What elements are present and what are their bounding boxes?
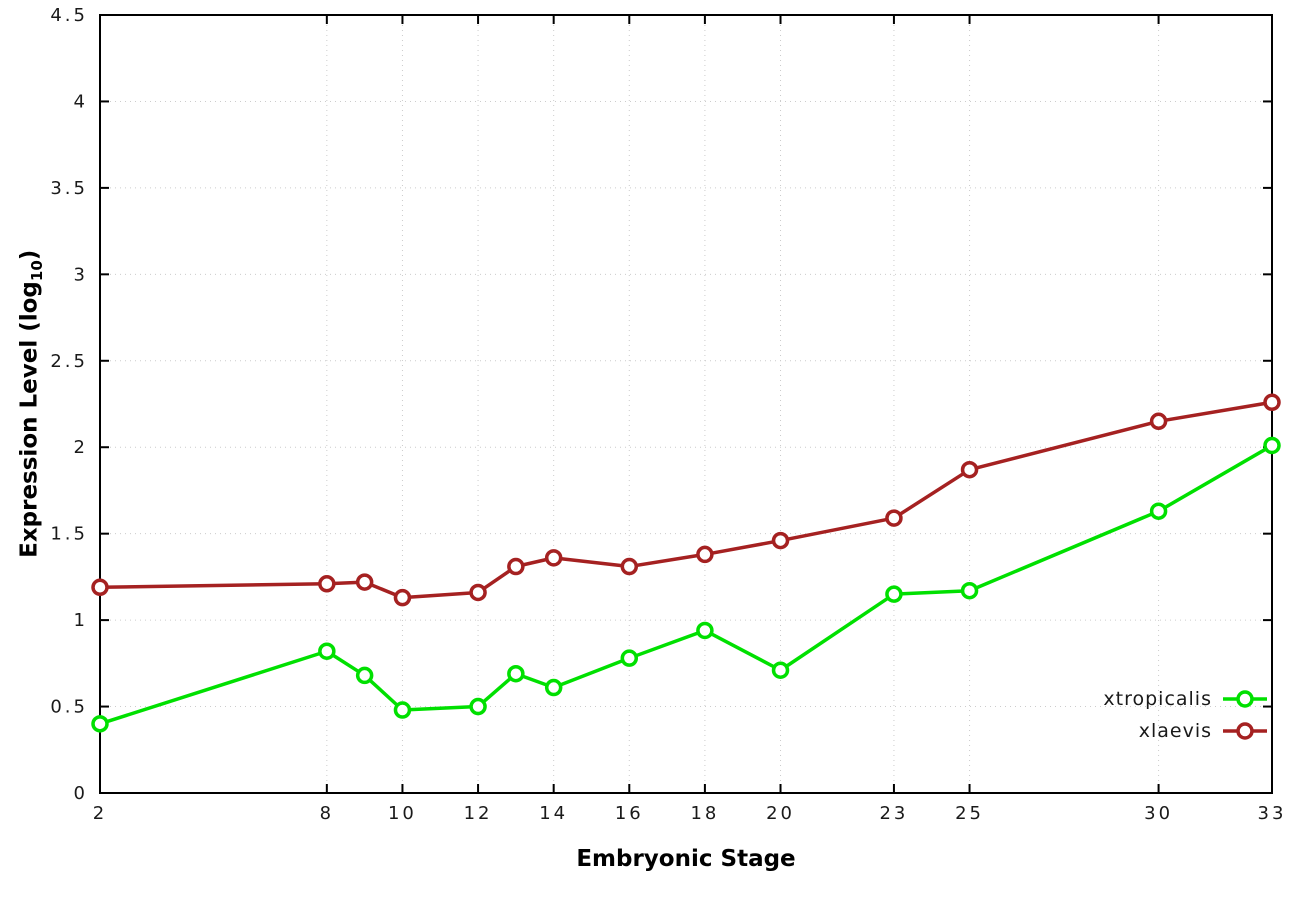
legend-item-xlaevis: xlaevis bbox=[1103, 718, 1268, 744]
data-point-xtropicalis bbox=[1263, 436, 1281, 455]
x-tick-label: 2 bbox=[93, 803, 107, 824]
y-axis-label-prefix: Expression Level (log bbox=[16, 281, 43, 559]
x-tick-label: 20 bbox=[766, 803, 795, 824]
data-point-xlaevis bbox=[318, 575, 336, 593]
legend: xtropicalis xlaevis bbox=[1103, 686, 1268, 744]
data-point-xlaevis bbox=[620, 557, 639, 576]
data-point-xtropicalis bbox=[355, 666, 374, 685]
plot-border bbox=[99, 14, 1273, 794]
data-point-xtropicalis bbox=[318, 642, 336, 660]
data-point-xlaevis bbox=[393, 588, 412, 607]
y-tick-label: 3.5 bbox=[50, 178, 88, 199]
data-point-xlaevis bbox=[507, 557, 525, 576]
x-tick-label: 16 bbox=[615, 803, 644, 824]
x-tick-label: 23 bbox=[879, 803, 908, 824]
x-tick-label: 33 bbox=[1258, 803, 1287, 824]
y-tick-label: 1.5 bbox=[50, 524, 88, 545]
y-tick-label: 4 bbox=[74, 91, 88, 112]
data-point-xlaevis bbox=[1263, 393, 1281, 412]
data-point-xlaevis bbox=[355, 573, 374, 591]
legend-label-xlaevis: xlaevis bbox=[1138, 720, 1212, 742]
y-axis-label-wrap: Expression Level (log10) bbox=[0, 15, 62, 793]
legend-marker-xtropicalis bbox=[1223, 690, 1267, 708]
data-point-xtropicalis bbox=[885, 585, 903, 603]
data-point-xtropicalis bbox=[960, 581, 979, 600]
data-point-xtropicalis bbox=[544, 678, 563, 697]
data-point-xlaevis bbox=[544, 549, 563, 567]
y-tick-label: 0.5 bbox=[50, 697, 88, 718]
x-tick-label: 14 bbox=[539, 803, 568, 824]
x-tick-label: 30 bbox=[1144, 803, 1173, 824]
y-axis-label-subscript: 10 bbox=[27, 260, 46, 282]
y-tick-label: 0 bbox=[74, 783, 88, 804]
x-tick-label: 12 bbox=[464, 803, 493, 824]
x-tick-label: 25 bbox=[955, 803, 984, 824]
data-point-xlaevis bbox=[960, 460, 979, 479]
data-point-xtropicalis bbox=[696, 621, 714, 640]
x-tick-label: 18 bbox=[690, 803, 719, 824]
y-tick-label: 2.5 bbox=[50, 351, 88, 372]
y-tick-label: 2 bbox=[74, 437, 88, 458]
data-point-xtropicalis bbox=[507, 664, 525, 683]
data-point-xtropicalis bbox=[393, 701, 412, 719]
legend-item-xtropicalis: xtropicalis bbox=[1103, 686, 1268, 712]
data-point-xtropicalis bbox=[91, 715, 109, 733]
data-point-xlaevis bbox=[885, 509, 903, 527]
data-point-xlaevis bbox=[1149, 412, 1168, 431]
legend-marker-xlaevis bbox=[1223, 722, 1267, 740]
data-point-xtropicalis bbox=[620, 649, 639, 667]
data-point-xlaevis bbox=[771, 531, 790, 550]
data-point-xlaevis bbox=[91, 578, 109, 597]
y-tick-label: 3 bbox=[74, 264, 88, 285]
series-line-xlaevis bbox=[98, 400, 1274, 600]
y-tick-label: 4.5 bbox=[50, 5, 88, 26]
x-tick-label: 10 bbox=[388, 803, 417, 824]
x-tick-label: 8 bbox=[320, 803, 334, 824]
data-point-xlaevis bbox=[469, 583, 487, 602]
y-axis-label-suffix: ) bbox=[16, 249, 43, 261]
y-axis-label: Expression Level (log10) bbox=[16, 250, 46, 558]
data-point-xtropicalis bbox=[469, 697, 487, 716]
y-tick-label: 1 bbox=[74, 610, 88, 631]
legend-label-xtropicalis: xtropicalis bbox=[1103, 688, 1212, 710]
x-axis-label: Embryonic Stage bbox=[576, 846, 796, 872]
data-point-xtropicalis bbox=[771, 661, 790, 679]
data-point-xtropicalis bbox=[1149, 502, 1168, 520]
data-point-xlaevis bbox=[696, 545, 714, 564]
